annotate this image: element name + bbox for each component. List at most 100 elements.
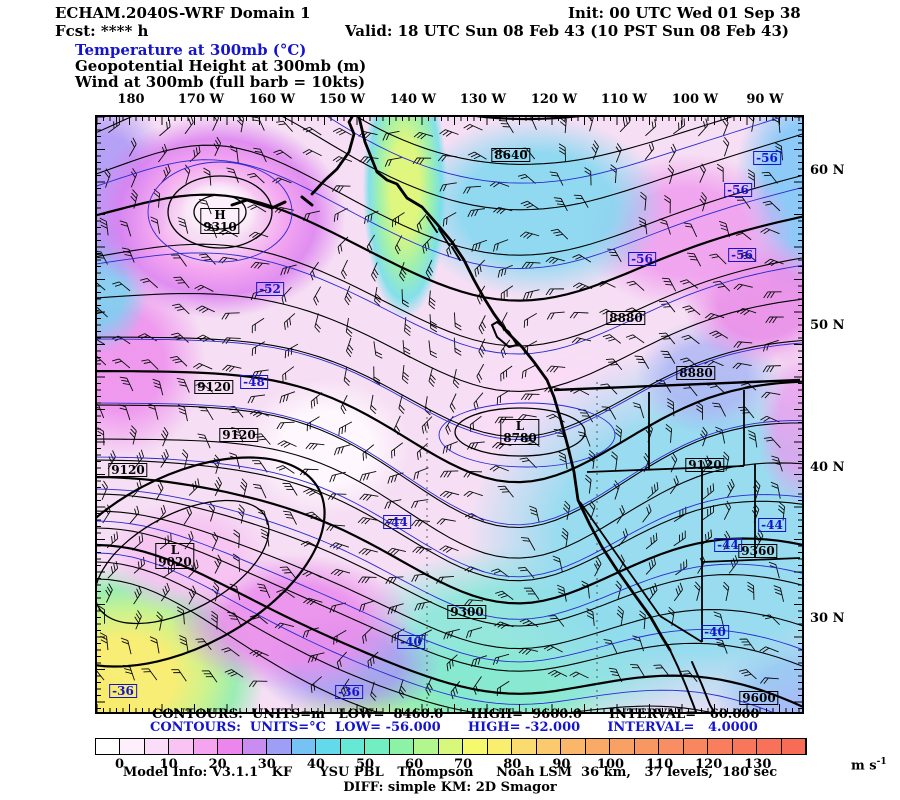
temperature-contour-label: -36 bbox=[335, 685, 363, 699]
colorbar-cell bbox=[708, 739, 733, 754]
colorbar-cell bbox=[365, 739, 390, 754]
init-time: Init: 00 UTC Wed 01 Sep 38 bbox=[568, 4, 801, 22]
height-contour-label: 9120 bbox=[219, 428, 259, 442]
pressure-center-label: L 8780 bbox=[500, 419, 540, 445]
colorbar-cell bbox=[96, 739, 121, 754]
height-contour-label: 8880 bbox=[676, 366, 716, 380]
colorbar-tick: 40 bbox=[306, 757, 325, 772]
height-contour-label: 9120 bbox=[108, 463, 148, 477]
temperature-contour-label: -48 bbox=[240, 375, 268, 389]
colorbar-cell bbox=[438, 739, 464, 754]
colorbar-tick: 120 bbox=[695, 757, 723, 772]
colorbar-cell bbox=[144, 739, 170, 754]
height-contour-label: 9600 bbox=[739, 691, 779, 705]
temperature-contour-label: -40 bbox=[701, 625, 729, 639]
lon-axis-label: 110 W bbox=[600, 92, 648, 107]
lon-axis-label: 180 bbox=[117, 92, 145, 107]
colorbar-cell bbox=[536, 739, 562, 754]
lon-axis-label: 170 W bbox=[177, 92, 225, 107]
temperature-contour-label: -56 bbox=[728, 248, 756, 262]
temperature-contour-label: -52 bbox=[256, 282, 284, 296]
wind-barbs bbox=[97, 117, 786, 701]
colorbar-cell bbox=[120, 739, 145, 754]
lon-axis-label: 140 W bbox=[389, 92, 437, 107]
colorbar-tick: 30 bbox=[257, 757, 276, 772]
lon-axis-label: 150 W bbox=[318, 92, 366, 107]
lat-axis-label: 30 N bbox=[810, 611, 845, 626]
height-contour-label: 9120 bbox=[685, 458, 725, 472]
colorbar-cell bbox=[414, 739, 439, 754]
colorbar-cell bbox=[659, 739, 684, 754]
colorbar-cell bbox=[291, 739, 317, 754]
coastline bbox=[230, 117, 715, 712]
height-contour-label: 8640 bbox=[491, 148, 531, 162]
map-area: H 9310 8640 8880 8880 9120 9120 9120 L 8780 L 9020 9… bbox=[95, 115, 804, 714]
field-height: Geopotential Height at 300mb (m) bbox=[75, 57, 367, 75]
colorbar-cell bbox=[683, 739, 709, 754]
colorbar-cell bbox=[218, 739, 243, 754]
colorbar-tick: 10 bbox=[159, 757, 178, 772]
colorbar-tick: 20 bbox=[208, 757, 227, 772]
height-contour-label: 9120 bbox=[194, 380, 234, 394]
temperature-contour-label: -56 bbox=[724, 183, 752, 197]
legend-height-contours: CONTOURS: UNITS=m LOW= 8460.0 HIGH= 9600… bbox=[152, 707, 760, 722]
colorbar-tick: 80 bbox=[503, 757, 522, 772]
height-contour-label: 9360 bbox=[738, 544, 778, 558]
colorbar-tick: 60 bbox=[405, 757, 424, 772]
lat-axis-label: 50 N bbox=[810, 318, 845, 333]
colorbar-cell bbox=[757, 739, 782, 754]
colorbar-cell bbox=[242, 739, 268, 754]
height-contour-label: 8880 bbox=[606, 311, 646, 325]
pressure-center-label: L 9020 bbox=[155, 543, 195, 569]
height-contour-label: 9300 bbox=[447, 605, 487, 619]
valid-time: Valid: 18 UTC Sun 08 Feb 43 (10 PST Sun … bbox=[345, 22, 789, 40]
temperature-contour-label: -56 bbox=[628, 252, 656, 266]
colorbar-cell bbox=[561, 739, 586, 754]
temperature-contour-lines bbox=[97, 117, 802, 712]
legend-temp-contours: CONTOURS: UNITS=°C LOW= -56.000 HIGH= -3… bbox=[150, 720, 758, 735]
colorbar-cell bbox=[585, 739, 611, 754]
lat-axis-label: 40 N bbox=[810, 460, 845, 475]
colorbar-cell bbox=[487, 739, 513, 754]
diff-info-line: DIFF: simple KM: 2D Smagor bbox=[343, 780, 557, 795]
colorbar-tick: 90 bbox=[552, 757, 571, 772]
colorbar-cell bbox=[389, 739, 415, 754]
colorbar-tick: 130 bbox=[744, 757, 772, 772]
colorbar-cell bbox=[781, 739, 807, 754]
temperature-contour-label: -36 bbox=[109, 684, 137, 698]
colorbar-cell bbox=[267, 739, 292, 754]
colorbar-cell bbox=[340, 739, 366, 754]
field-temperature: Temperature at 300mb (°C) bbox=[75, 41, 307, 59]
frame-ticks bbox=[97, 117, 802, 712]
lon-axis-label: 100 W bbox=[671, 92, 719, 107]
state-borders bbox=[553, 378, 801, 643]
colorbar-cell bbox=[610, 739, 635, 754]
colorbar-cell bbox=[634, 739, 660, 754]
wind-speed-shading bbox=[97, 117, 802, 712]
temperature-contour-label: -44 bbox=[383, 515, 411, 529]
lon-axis-label: 160 W bbox=[248, 92, 296, 107]
model-title: ECHAM.2040S-WRF Domain 1 bbox=[55, 4, 311, 22]
lat-axis-label: 60 N bbox=[810, 163, 845, 178]
colorbar-tick: 110 bbox=[646, 757, 674, 772]
colorbar-cell bbox=[512, 739, 537, 754]
colorbar-cell bbox=[316, 739, 341, 754]
field-wind: Wind at 300mb (full barb = 10kts) bbox=[75, 73, 366, 91]
wind-speed-colorbar bbox=[95, 738, 807, 755]
colorbar-tick: 0 bbox=[114, 757, 125, 772]
pressure-center-label: H 9310 bbox=[200, 208, 240, 234]
model-info-line: Model Info: V3.1.1 KF YSU PBL Thompson N… bbox=[122, 765, 778, 780]
lon-axis-label: 130 W bbox=[459, 92, 507, 107]
colorbar-cell bbox=[169, 739, 194, 754]
colorbar-cell bbox=[193, 739, 219, 754]
colorbar-tick: 70 bbox=[454, 757, 473, 772]
temperature-contour-label: -44 bbox=[758, 518, 786, 532]
forecast-hour: Fcst: **** h bbox=[55, 22, 149, 40]
lon-axis-label: 120 W bbox=[530, 92, 578, 107]
lon-axis-label: 90 W bbox=[746, 92, 784, 107]
temperature-contour-label: -44 bbox=[714, 538, 742, 552]
colorbar-unit: m s-1 bbox=[851, 757, 887, 774]
colorbar-cell bbox=[732, 739, 758, 754]
temperature-contour-label: -56 bbox=[753, 151, 781, 165]
